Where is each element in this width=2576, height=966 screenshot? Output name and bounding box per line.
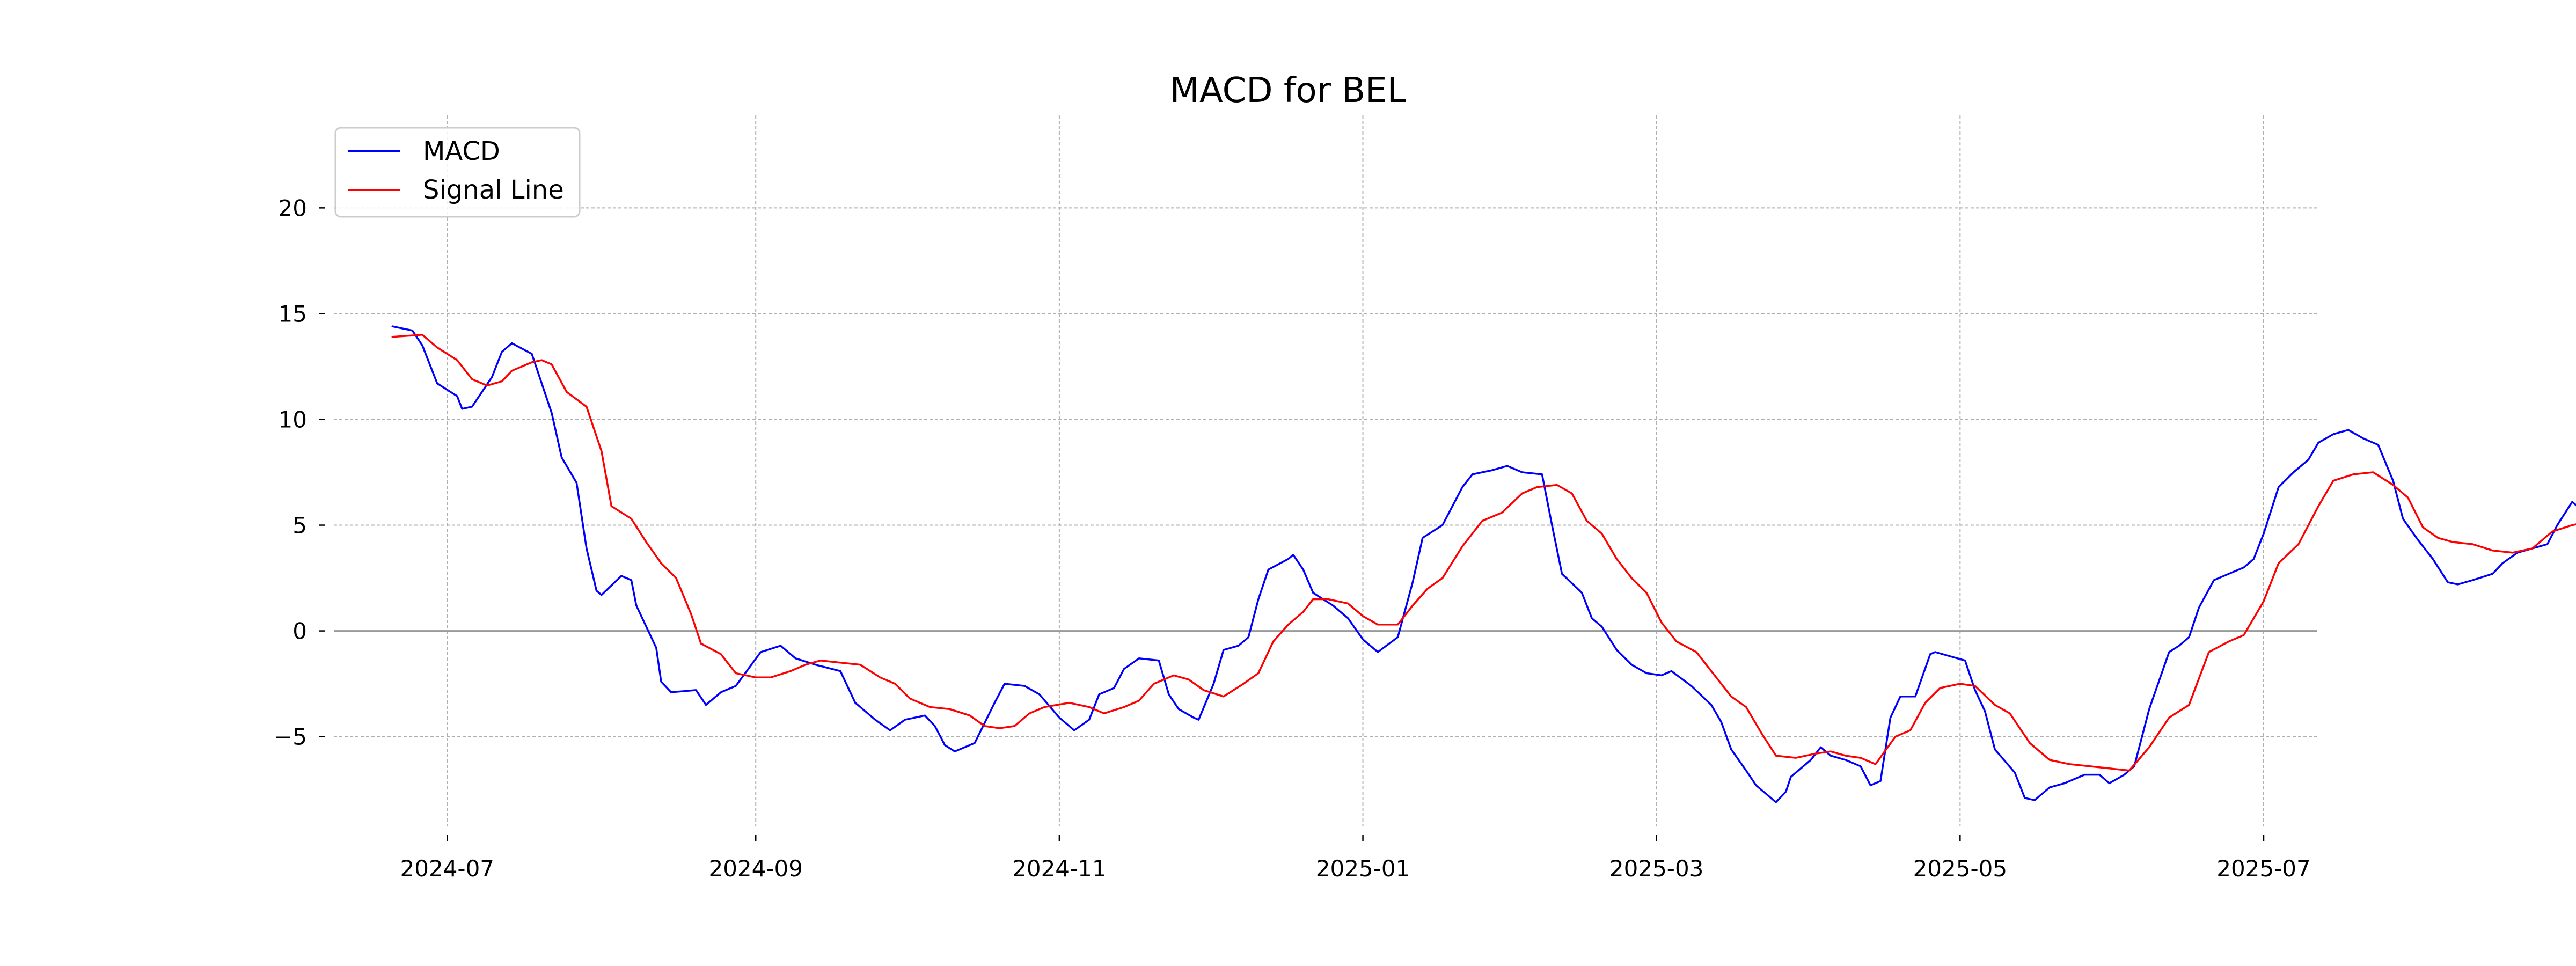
y-tick-label: 15: [279, 301, 307, 327]
x-tick-label: 2024-11: [1012, 855, 1107, 882]
legend-frame: [334, 127, 581, 218]
x-tick-label: 2025-05: [1913, 855, 2008, 882]
chart-title: MACD for BEL: [1170, 71, 1407, 111]
series-line-macd: [391, 325, 2576, 803]
x-tick-label: 2024-07: [400, 855, 495, 882]
axes: 2024-07 2024-09 2024-11 2025-01 2025-03 2025-…: [274, 195, 2311, 882]
x-tick-label: 2024-09: [708, 855, 803, 882]
legend: MACD Signal Line: [334, 127, 581, 218]
series-lines: [391, 325, 2576, 803]
y-tick-label: 5: [292, 513, 307, 539]
y-tick-label: 0: [292, 618, 307, 645]
x-tick-label: 2025-01: [1316, 855, 1410, 882]
y-tick-label: 10: [279, 406, 307, 433]
x-tick-label: 2025-03: [1609, 855, 1704, 882]
series-line-signal-line: [391, 334, 2576, 772]
legend-label-macd: MACD: [423, 136, 500, 166]
y-tick-label: 20: [279, 195, 307, 221]
legend-label-signal-line: Signal Line: [423, 175, 564, 205]
x-tick-label: 2025-07: [2216, 855, 2311, 882]
y-tick-label: −5: [274, 724, 307, 750]
grid: [334, 115, 2317, 826]
